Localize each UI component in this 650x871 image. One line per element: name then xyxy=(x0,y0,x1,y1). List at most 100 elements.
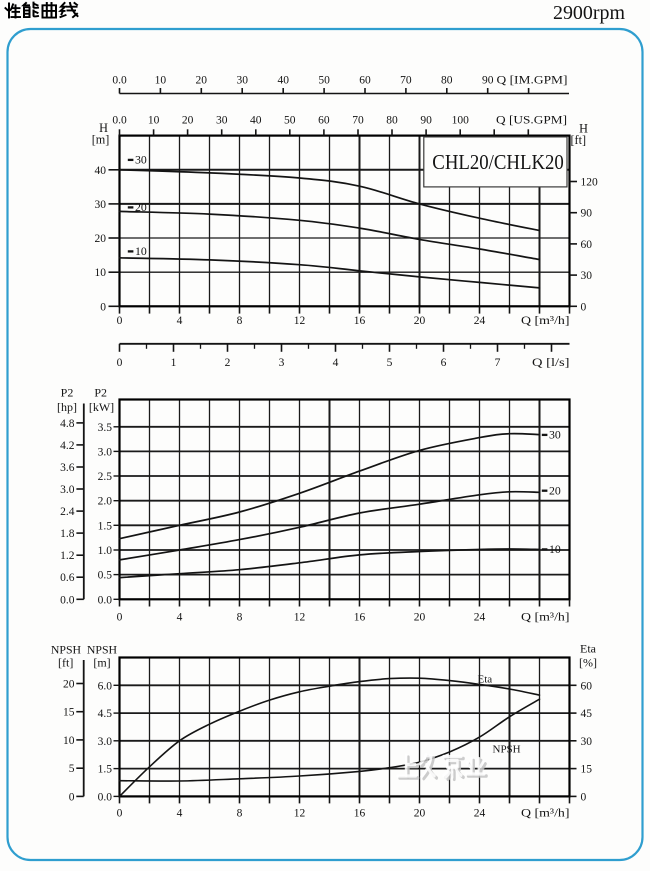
svg-text:40: 40 xyxy=(250,115,262,127)
svg-text:CHL20/CHLK20: CHL20/CHLK20 xyxy=(432,150,564,174)
svg-text:[ft]: [ft] xyxy=(58,656,73,670)
svg-text:Eta: Eta xyxy=(478,674,493,686)
svg-text:[hp]: [hp] xyxy=(57,400,77,414)
svg-text:16: 16 xyxy=(354,612,366,624)
svg-text:0.0: 0.0 xyxy=(98,791,113,803)
svg-text:NPSH: NPSH xyxy=(87,643,118,657)
svg-text:16: 16 xyxy=(354,315,366,327)
svg-text:Q [l/s]: Q [l/s] xyxy=(532,357,570,369)
svg-text:30: 30 xyxy=(581,270,593,282)
svg-text:80: 80 xyxy=(386,115,398,127)
svg-text:4: 4 xyxy=(177,612,183,624)
svg-text:20: 20 xyxy=(95,233,107,245)
svg-text:50: 50 xyxy=(318,75,330,87)
svg-text:2900rpm: 2900rpm xyxy=(553,3,625,24)
svg-text:90: 90 xyxy=(482,75,494,87)
svg-text:NPSH: NPSH xyxy=(493,744,521,756)
svg-text:40: 40 xyxy=(95,165,107,177)
svg-text:20: 20 xyxy=(196,75,208,87)
svg-text:12: 12 xyxy=(294,612,306,624)
svg-text:80: 80 xyxy=(441,75,453,87)
svg-text:90: 90 xyxy=(581,208,593,220)
svg-text:8: 8 xyxy=(237,808,243,820)
svg-text:15: 15 xyxy=(63,707,75,719)
svg-text:0.5: 0.5 xyxy=(98,570,113,582)
svg-text:40: 40 xyxy=(277,75,289,87)
svg-text:24: 24 xyxy=(474,612,486,624)
svg-text:3.5: 3.5 xyxy=(98,422,113,434)
svg-text:16: 16 xyxy=(354,808,366,820)
svg-text:20: 20 xyxy=(135,200,147,214)
svg-text:3.0: 3.0 xyxy=(98,736,113,748)
svg-text:0: 0 xyxy=(117,315,123,327)
svg-text:1.0: 1.0 xyxy=(98,545,113,557)
svg-text:0.0: 0.0 xyxy=(98,594,113,606)
svg-text:2.0: 2.0 xyxy=(98,496,113,508)
svg-text:4: 4 xyxy=(333,357,339,369)
svg-text:Eta: Eta xyxy=(580,642,597,656)
svg-text:6: 6 xyxy=(441,357,447,369)
svg-text:3.6: 3.6 xyxy=(60,462,75,474)
svg-text:1.5: 1.5 xyxy=(98,764,113,776)
svg-text:4: 4 xyxy=(177,808,183,820)
svg-text:0.0: 0.0 xyxy=(60,594,75,606)
svg-text:70: 70 xyxy=(400,75,412,87)
svg-text:2.5: 2.5 xyxy=(98,471,113,483)
svg-text:Q [US.GPM]: Q [US.GPM] xyxy=(496,115,567,127)
svg-text:10: 10 xyxy=(148,115,160,127)
svg-text:30: 30 xyxy=(236,75,248,87)
svg-text:100: 100 xyxy=(452,115,470,127)
svg-text:30: 30 xyxy=(216,115,228,127)
svg-text:4.2: 4.2 xyxy=(60,440,75,452)
svg-text:3: 3 xyxy=(279,357,285,369)
svg-text:H: H xyxy=(579,122,588,136)
svg-text:30: 30 xyxy=(135,153,147,167)
svg-text:10: 10 xyxy=(95,267,107,279)
svg-text:Q [m³/h]: Q [m³/h] xyxy=(521,612,570,624)
svg-text:24: 24 xyxy=(474,808,486,820)
svg-text:24: 24 xyxy=(474,315,486,327)
svg-text:60: 60 xyxy=(318,115,330,127)
svg-text:5: 5 xyxy=(387,357,393,369)
svg-text:5: 5 xyxy=(69,763,75,775)
svg-text:10: 10 xyxy=(135,244,147,258)
svg-text:70: 70 xyxy=(352,115,364,127)
svg-text:20: 20 xyxy=(414,808,426,820)
svg-text:20: 20 xyxy=(414,315,426,327)
svg-text:0: 0 xyxy=(581,791,587,803)
svg-text:0.6: 0.6 xyxy=(60,572,75,584)
svg-text:60: 60 xyxy=(581,239,593,251)
svg-text:P2: P2 xyxy=(61,386,74,400)
svg-text:20: 20 xyxy=(182,115,194,127)
svg-text:0.0: 0.0 xyxy=(112,75,127,87)
svg-text:10: 10 xyxy=(155,75,167,87)
svg-text:15: 15 xyxy=(581,764,593,776)
svg-text:50: 50 xyxy=(284,115,296,127)
svg-text:30: 30 xyxy=(95,199,107,211)
svg-text:45: 45 xyxy=(581,708,593,720)
svg-text:Q [IM.GPM]: Q [IM.GPM] xyxy=(497,75,568,87)
svg-text:0.0: 0.0 xyxy=(112,115,127,127)
svg-text:4.8: 4.8 xyxy=(60,418,75,430)
svg-text:1: 1 xyxy=(171,357,177,369)
svg-text:2.4: 2.4 xyxy=(60,506,75,518)
svg-text:[m]: [m] xyxy=(93,656,110,670)
svg-text:20: 20 xyxy=(414,612,426,624)
svg-text:NPSH: NPSH xyxy=(51,643,82,657)
svg-text:20: 20 xyxy=(63,679,75,691)
svg-text:[ft]: [ft] xyxy=(571,133,587,147)
svg-text:3.0: 3.0 xyxy=(60,484,75,496)
svg-text:12: 12 xyxy=(294,315,306,327)
svg-text:0: 0 xyxy=(69,791,75,803)
svg-text:10: 10 xyxy=(549,542,561,556)
svg-text:H: H xyxy=(99,121,108,135)
svg-text:8: 8 xyxy=(237,612,243,624)
svg-text:3.0: 3.0 xyxy=(98,446,113,458)
svg-text:0: 0 xyxy=(100,301,106,313)
svg-text:[%]: [%] xyxy=(579,656,597,670)
svg-text:30: 30 xyxy=(581,736,593,748)
svg-text:6.0: 6.0 xyxy=(98,680,113,692)
svg-text:0: 0 xyxy=(117,357,123,369)
svg-text:4: 4 xyxy=(177,315,183,327)
svg-text:Q [m³/h]: Q [m³/h] xyxy=(521,808,570,820)
